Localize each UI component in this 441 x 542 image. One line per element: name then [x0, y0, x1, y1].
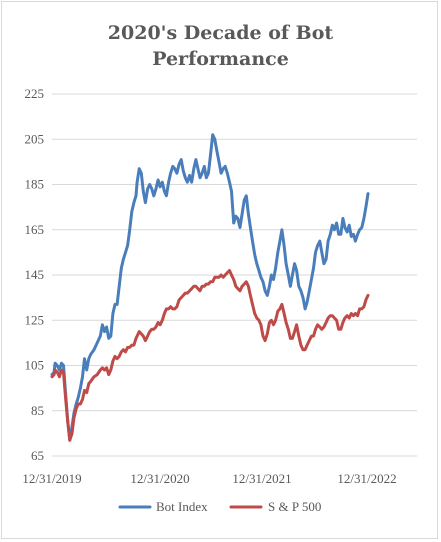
y-tick-label: 85	[31, 403, 44, 418]
chart-title-line-2: Performance	[152, 48, 289, 70]
legend: Bot Index S & P 500	[118, 499, 321, 514]
y-tick-label: 145	[25, 267, 45, 282]
y-tick-label: 105	[25, 358, 45, 373]
y-tick-label: 65	[31, 448, 44, 463]
y-tick-label: 125	[25, 312, 45, 327]
y-tick-label: 225	[25, 86, 45, 101]
gridlines	[52, 93, 417, 412]
bot-index-line	[50, 133, 370, 442]
legend-label: Bot Index	[156, 499, 208, 514]
x-tick-label: 12/31/2022	[337, 471, 396, 486]
x-tick-label: 12/31/2020	[130, 471, 189, 486]
sp500-line	[50, 269, 370, 442]
y-tick-label: 165	[25, 222, 45, 237]
chart-title: 2020's Decade of Bot Performance	[0, 20, 441, 72]
y-axis-tick-labels: 65 85 105 125 145 165 185 205 225	[25, 86, 45, 463]
legend-label: S & P 500	[268, 499, 321, 514]
x-tick-label: 12/31/2019	[22, 471, 81, 486]
x-tick-label: 12/31/2021	[232, 471, 291, 486]
y-tick-label: 205	[25, 131, 45, 146]
x-axis-tick-labels: 12/31/2019 12/31/2020 12/31/2021 12/31/2022	[22, 471, 396, 486]
y-tick-label: 185	[25, 177, 45, 192]
series-lines	[50, 133, 370, 442]
chart-title-line-1: 2020's Decade of Bot	[107, 22, 334, 44]
